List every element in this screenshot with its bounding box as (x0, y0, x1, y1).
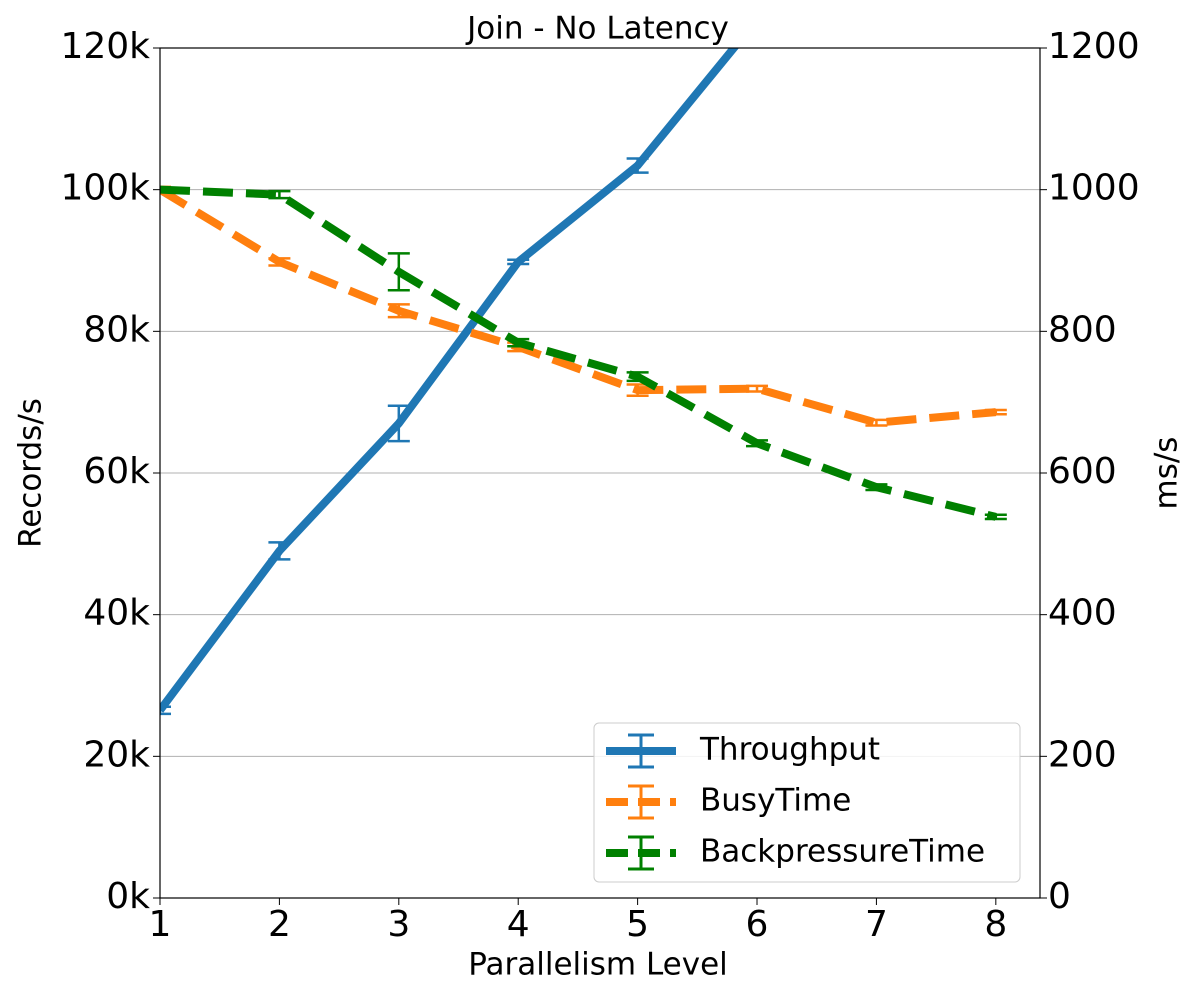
series-line (160, 48, 739, 713)
x-axis-label: Parallelism Level (468, 947, 728, 983)
plot-area (160, 48, 1007, 716)
error-bar (746, 384, 769, 393)
error-bar (268, 257, 291, 267)
x-tick-label: 2 (268, 904, 291, 945)
error-bar (984, 513, 1007, 521)
error-bar (268, 541, 291, 561)
legend-box (593, 722, 1021, 883)
y-tick-label: 80k (83, 309, 150, 350)
legend-label: Throughput (699, 732, 880, 768)
error-bar (626, 371, 649, 383)
error-bar (507, 337, 530, 348)
error-bar (865, 483, 888, 492)
x-tick-label: 6 (746, 904, 769, 945)
error-bar (865, 418, 888, 427)
error-bar (268, 189, 291, 200)
legend-errorbar (628, 784, 654, 820)
series-line (160, 186, 997, 427)
legend: Throughput BusyTime BackpressureTime (593, 722, 1021, 883)
y2-tick-label: 1000 (1048, 168, 1140, 209)
legend-errorbar (628, 733, 654, 769)
y2-tick-label: 800 (1048, 309, 1117, 350)
legend-errorbar (628, 835, 654, 871)
error-bar (387, 303, 410, 319)
y2-axis-label: ms/s (1149, 437, 1185, 510)
x-tick-label: 3 (387, 904, 410, 945)
y-tick-label: 60k (83, 451, 150, 492)
y-tick-label: 120k (60, 26, 150, 67)
error-bar (626, 157, 649, 174)
y-tick-label: 40k (83, 593, 150, 634)
x-tick-label: 4 (507, 904, 530, 945)
y-tick-label: 20k (83, 734, 150, 775)
error-bar (160, 186, 171, 194)
x-tick-label: 8 (984, 904, 1007, 945)
x-tick-label: 5 (626, 904, 649, 945)
y-axis-label: Records/s (13, 398, 49, 548)
series-line (160, 185, 997, 521)
error-bar (984, 408, 1007, 416)
error-bar (160, 705, 171, 716)
x-tick-label: 1 (149, 904, 172, 945)
x-tick-label: 7 (865, 904, 888, 945)
y2-tick-label: 200 (1048, 734, 1117, 775)
y2-tick-label: 400 (1048, 593, 1117, 634)
y-tick-label: 100k (60, 168, 150, 209)
y2-tick-label: 600 (1048, 451, 1117, 492)
plot-frame (159, 47, 1041, 899)
legend-label: BackpressureTime (700, 834, 985, 870)
y2-tick-label: 1200 (1048, 26, 1140, 67)
error-bar (507, 258, 530, 266)
error-bar (387, 404, 410, 443)
y-tick-label: 0k (106, 876, 150, 917)
error-bar (746, 439, 769, 448)
y2-tick-label: 0 (1048, 876, 1071, 917)
chart-title: Join - No Latency (465, 11, 729, 47)
error-bar (387, 252, 410, 292)
legend-label: BusyTime (700, 783, 851, 819)
